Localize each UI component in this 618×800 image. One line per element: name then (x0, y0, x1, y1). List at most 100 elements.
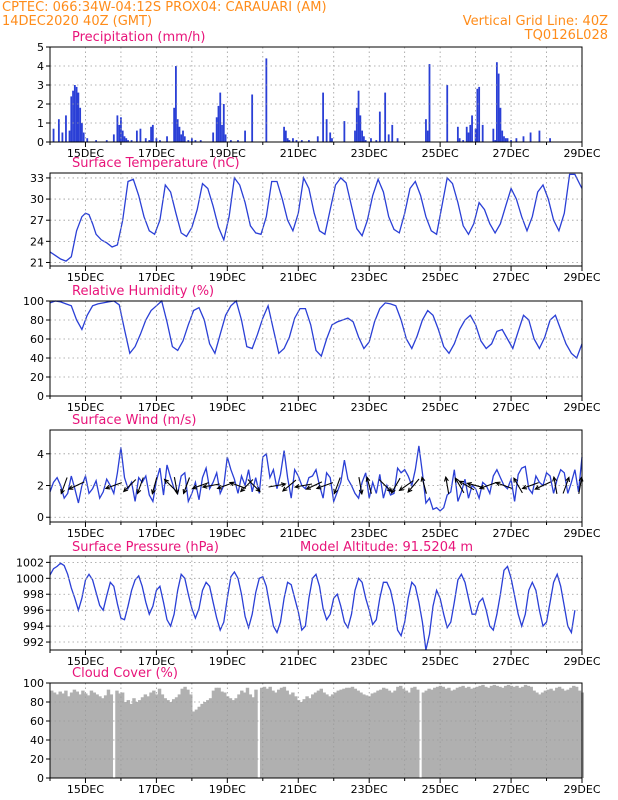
cloud-xtick-label: 15DEC (67, 783, 104, 796)
cloud-bar (376, 690, 380, 778)
wind-arrow-head (521, 484, 528, 490)
cloud-bar (486, 687, 491, 778)
precip-bar (474, 128, 477, 142)
precip-bar (265, 58, 268, 142)
cloud-panel: 0 20 40 60 80 100 15DEC 17DEC 19DEC 21DEC 23DEC 25D… (23, 666, 601, 796)
cloud-bar (572, 685, 576, 778)
wind-arrow (315, 482, 334, 490)
cloud-bar (447, 687, 451, 778)
precip-bar (456, 126, 459, 142)
wind-arrow-head (136, 488, 142, 495)
precip-bar (343, 121, 346, 142)
cloud-bar (282, 686, 287, 778)
precip-bar (212, 132, 215, 142)
cloud-bar (444, 688, 448, 778)
cloud-bar (217, 687, 221, 778)
precip-bar (467, 132, 470, 142)
pressure-xtick-label: 21DEC (280, 655, 317, 668)
temp-series-line (49, 173, 583, 262)
precip-bar (284, 130, 287, 142)
precip-bar (515, 138, 518, 142)
cloud-bar (540, 692, 545, 778)
precip-bar (387, 134, 390, 142)
cloud-bar (557, 686, 562, 778)
precip-bar (295, 140, 298, 142)
cloud-bar (396, 686, 400, 778)
temp-xtick-label: 25DEC (422, 271, 459, 284)
rh-ytick-label: 80 (30, 314, 44, 327)
cloud-bar (441, 686, 445, 778)
wind-arrow-head (182, 488, 188, 495)
cloud-bar (364, 695, 369, 778)
cloud-bar (481, 684, 485, 778)
cloud-bar (492, 684, 497, 778)
cloud-bar (563, 690, 567, 778)
precip-bar (150, 126, 152, 142)
precip-bar (155, 138, 158, 142)
precip-bar (81, 123, 83, 142)
cloud-bar (350, 686, 355, 778)
cloud-bar (58, 691, 62, 778)
precip-bar (495, 62, 498, 143)
wind-arrow-shaft (513, 477, 523, 494)
wind-arrow-shaft (535, 481, 551, 490)
wind-arrow (333, 477, 341, 495)
wind-arrow (407, 478, 420, 493)
cloud-bar (288, 694, 292, 778)
rh-xtick-label: 19DEC (209, 401, 246, 414)
wind-arrow-head (228, 481, 235, 487)
cloud-bar (521, 686, 525, 778)
temp-xtick-label: 29DEC (563, 271, 600, 284)
precip-bar (183, 136, 186, 142)
wind-arrow (239, 479, 254, 493)
precip-bar (237, 140, 239, 142)
pressure-series-line (49, 562, 576, 651)
cloud-bar (450, 690, 454, 778)
wind-arrow-shaft (192, 482, 209, 489)
wind-arrow (521, 482, 539, 490)
cloud-bar (532, 690, 536, 778)
precip-xtick-label: 25DEC (422, 147, 459, 160)
precip-bar (118, 124, 121, 142)
cloud-bar (546, 689, 550, 778)
cloud-bar (509, 685, 514, 778)
cloud-bar (333, 692, 338, 778)
pressure-title: Surface Pressure (hPa) (72, 540, 219, 555)
wind-xtick-label: 25DEC (422, 527, 459, 540)
wind-arrow (478, 482, 497, 490)
cloud-bar (234, 698, 238, 778)
cloud-bar (311, 694, 315, 778)
cloud-bar (467, 686, 471, 778)
cloud-bar (191, 711, 196, 778)
wind-arrow (398, 480, 414, 492)
cloud-bar (427, 688, 431, 778)
temp-ytick-label: 33 (30, 172, 44, 185)
precip-bar (123, 136, 126, 142)
rh-ytick-label: 60 (30, 333, 44, 346)
cloud-bar (69, 692, 74, 778)
precip-bar (425, 119, 427, 142)
precip-bar (52, 128, 55, 142)
cloud-bar (404, 690, 409, 778)
cloud-bar (390, 692, 394, 778)
precip-bar (75, 86, 78, 142)
wind-arrow (458, 480, 475, 491)
precip-title: Precipitation (mm/h) (72, 30, 205, 45)
cloud-bar (452, 689, 457, 778)
wind-arrow-head (191, 484, 198, 490)
wind-arrow-shaft (202, 483, 220, 488)
cloud-bar (67, 696, 71, 778)
cloud-bar (484, 686, 488, 778)
precip-bar (222, 104, 225, 142)
wind-arrow (67, 481, 85, 490)
cloud-bar (206, 700, 210, 778)
cloud-xtick-label: 23DEC (351, 783, 388, 796)
cloud-bar (552, 690, 556, 778)
wind-arrow-shaft (479, 482, 497, 489)
wind-arrow-shaft (136, 477, 144, 494)
precip-bar (199, 140, 202, 142)
precip-bar (354, 130, 356, 142)
pressure-panel: 992 994 996 998 1000 1002 15DEC 17DEC 19DEC 21DEC… (16, 540, 601, 668)
wind-arrow (358, 477, 364, 496)
precip-bar (244, 130, 246, 142)
